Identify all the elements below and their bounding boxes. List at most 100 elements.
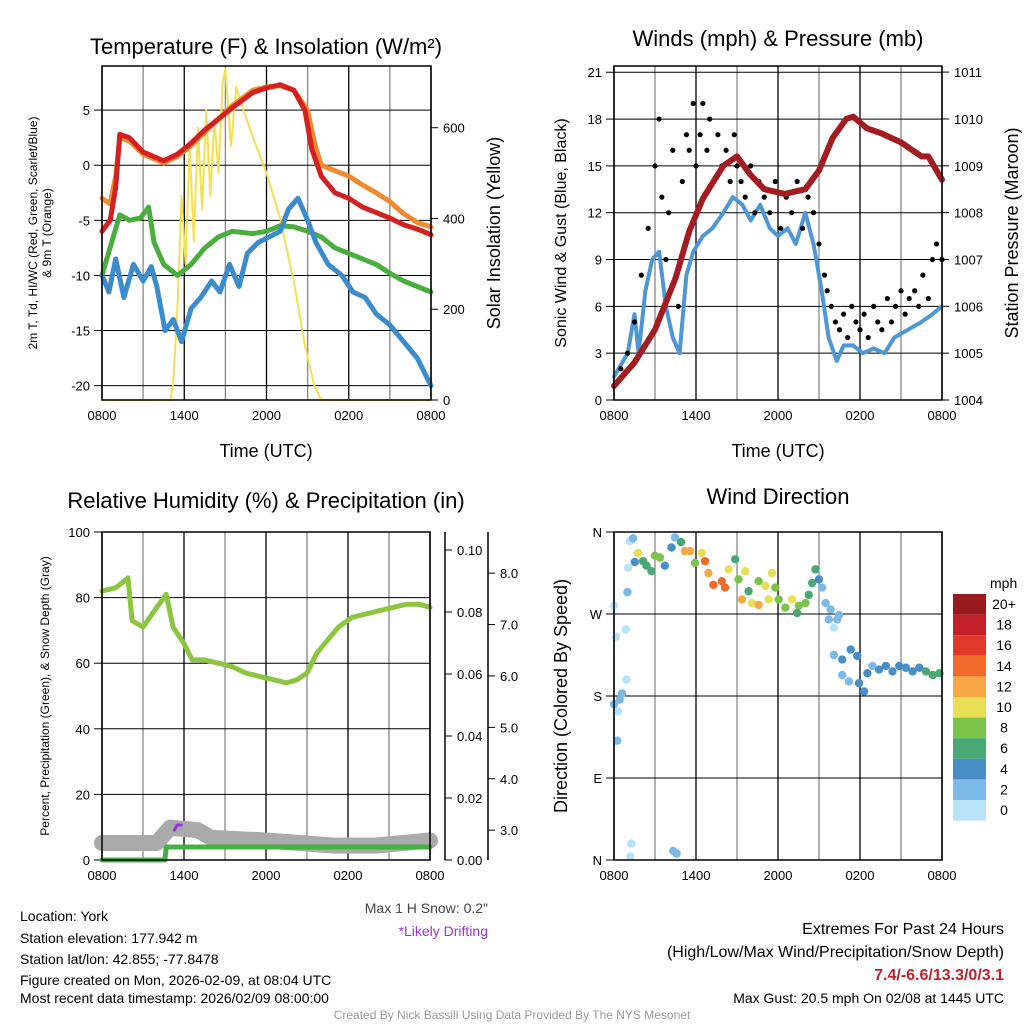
plot-frame: [101, 65, 432, 401]
gust-point: [679, 178, 685, 185]
y-tick-label: 12: [588, 206, 602, 221]
gust-point: [767, 210, 773, 216]
snow-tick-label: 7.0: [500, 618, 518, 633]
right-tick-label: 0.04: [457, 729, 482, 744]
wind-chart-title: Winds (mph) & Pressure (mb): [633, 26, 924, 51]
gust-point: [789, 210, 795, 216]
gust-point: [652, 163, 658, 169]
y-tick-label: 6: [595, 299, 602, 314]
y-tick-label: N: [593, 525, 602, 540]
direction-point: [817, 583, 827, 592]
direction-point: [700, 556, 710, 566]
gust-point: [849, 303, 855, 309]
direction-point: [720, 583, 730, 592]
y-tick-label: 15: [588, 159, 602, 174]
right-tick-label: 1006: [954, 299, 983, 314]
right-tick-label: 0: [443, 393, 450, 408]
gust-point: [723, 147, 729, 153]
right-tick-label: 200: [443, 302, 465, 317]
gust-point: [861, 311, 867, 317]
direction-point: [724, 565, 733, 574]
direction-point: [829, 623, 839, 632]
direction-point: [744, 587, 753, 596]
direction-point: [621, 625, 630, 634]
gust-point: [898, 288, 904, 294]
x-tick-label: 0800: [600, 868, 629, 883]
temp-chart-title: Temperature (F) & Insolation (W/m²): [90, 34, 442, 59]
direction-point: [767, 568, 777, 578]
2m-t-line: [99, 82, 434, 238]
direction-point: [801, 598, 810, 608]
wind-right-axis-title: Station Pressure (Maroon): [1002, 127, 1022, 338]
direction-point: [829, 650, 839, 660]
direction-point: [617, 689, 627, 698]
direction-point: [814, 575, 824, 584]
right-tick-label: 0.02: [457, 791, 482, 806]
x-tick-label: 2000: [764, 868, 793, 883]
direction-point: [623, 563, 633, 572]
direction-point: [781, 603, 790, 612]
direction-point: [690, 558, 700, 568]
gust-point: [686, 147, 692, 153]
gust-point: [663, 256, 669, 263]
extremes-subtitle: (High/Low/Max Wind/Precipitation/Snow De…: [667, 944, 1004, 961]
wind-x-axis-title: Time (UTC): [731, 441, 824, 461]
gust-point: [618, 366, 624, 372]
y-tick-label: -5: [78, 213, 90, 228]
x-tick-label: 0200: [334, 868, 363, 883]
x-tick-label: 2000: [764, 408, 793, 423]
x-tick-label: 0200: [846, 408, 875, 423]
direction-point: [824, 615, 834, 624]
y-tick-label: -20: [71, 379, 90, 394]
direction-point: [844, 677, 854, 686]
rh-line: [99, 575, 433, 686]
direction-point: [672, 849, 681, 858]
x-tick-label: 2000: [252, 868, 281, 883]
direction-point: [622, 675, 631, 684]
x-tick-label: 0200: [846, 868, 875, 883]
snow-tick-label: 4.0: [500, 772, 518, 787]
gust-point: [794, 178, 800, 185]
gust-point: [836, 327, 843, 333]
y-tick-label: 100: [68, 525, 90, 540]
legend-swatch: [953, 758, 986, 780]
direction-point: [734, 575, 743, 584]
direction-point: [685, 546, 695, 556]
gust-point: [884, 295, 890, 302]
gust-point: [871, 303, 877, 309]
direction-point: [881, 661, 891, 671]
latlon-text: Station lat/lon: 42.855; -77.8478: [20, 951, 219, 967]
direction-point: [807, 578, 817, 588]
gust-point: [742, 194, 748, 200]
gust-point: [697, 132, 703, 138]
gust-point: [715, 132, 721, 138]
direction-point: [915, 663, 924, 672]
legend-label: 2: [1000, 781, 1008, 797]
direction-point: [655, 553, 665, 562]
direction-point: [613, 736, 622, 745]
gust-point: [778, 225, 784, 231]
plot-frame: [613, 531, 943, 861]
legend-label: 6: [1000, 740, 1008, 756]
legend-title: mph: [990, 575, 1017, 591]
legend-swatch: [953, 635, 986, 656]
direction-point: [676, 537, 686, 547]
snow-tick-label: 8.0: [500, 566, 518, 581]
gust-point: [666, 210, 672, 216]
direction-point: [846, 645, 855, 654]
gust-point: [828, 303, 834, 309]
legend-swatch: [953, 779, 986, 800]
extremes-title: Extremes For Past 24 Hours: [802, 921, 1004, 938]
gust-point: [805, 194, 811, 200]
direction-point: [623, 587, 632, 597]
x-tick-label: 0800: [928, 868, 957, 883]
y-tick-label: 5: [83, 103, 90, 118]
right-tick-label: 0.10: [457, 543, 482, 558]
snow-tick-label: 5.0: [500, 720, 518, 735]
max-snow-text: Max 1 H Snow: 0.2": [365, 900, 488, 916]
direction-point: [737, 595, 747, 604]
y-tick-label: 21: [588, 65, 602, 80]
